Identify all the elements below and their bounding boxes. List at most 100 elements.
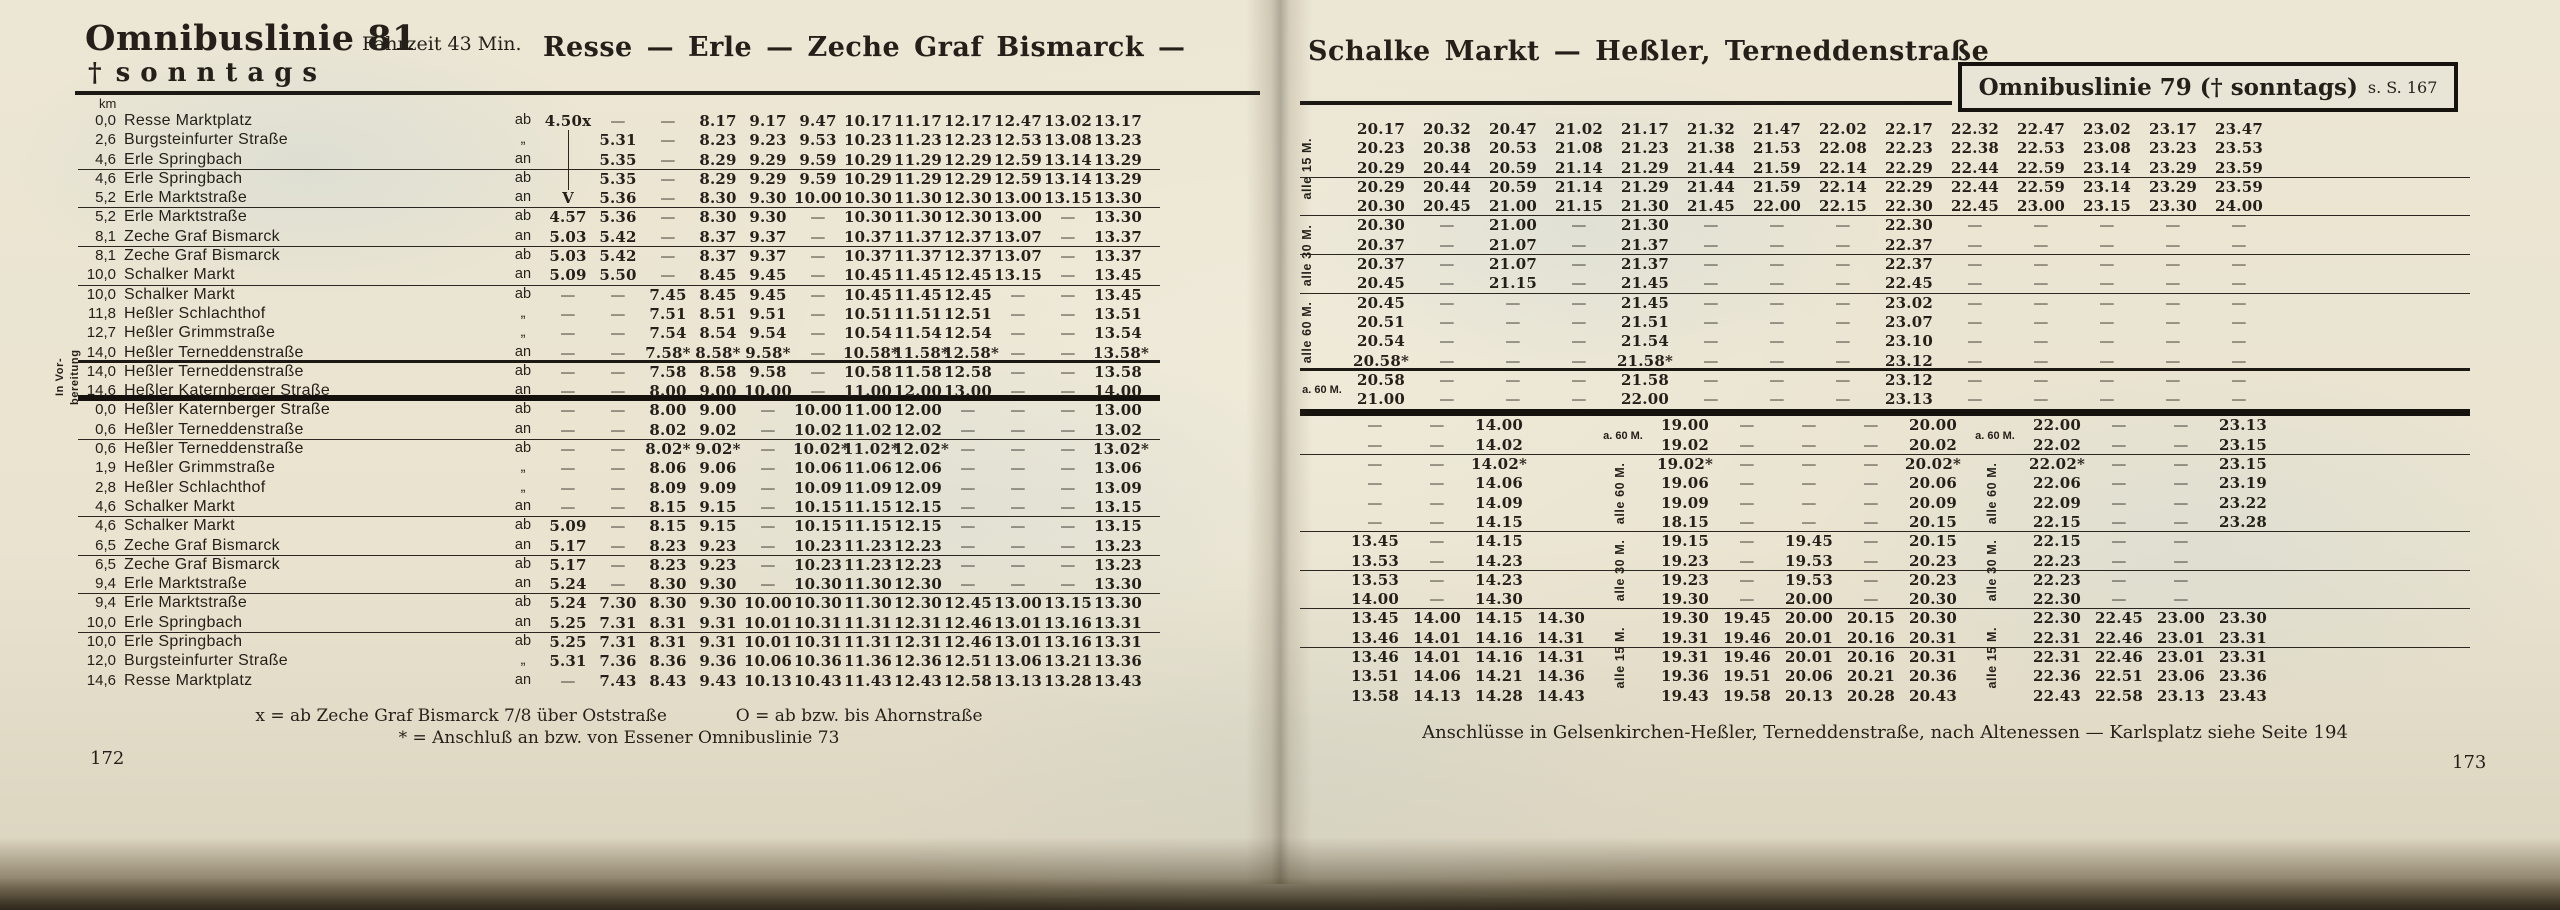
t-cell: — [1429,474,1445,493]
t-cell: — [1010,555,1026,574]
t-cell: — [1505,312,1521,331]
km-cell: 4,6 [95,497,116,515]
footnote-x: x = ab Zeche Graf Bismarck 7/8 über Osts… [255,706,667,726]
header-rule-right [1300,101,1952,105]
t-cell: 7.36 [599,652,637,671]
t-cell: 20.51 [1357,312,1405,331]
t-cell: 22.46 [2095,648,2143,667]
t-cell: 23.15 [2219,455,2267,474]
t-cell: 9.47 [799,112,837,130]
station-cell: Schalker Markt [124,285,235,303]
t-cell: — [2231,235,2247,254]
t-cell: 21.44 [1687,177,1735,196]
t-cell: 12.59 [994,169,1042,188]
t-cell: 21.00 [1489,197,1537,216]
frequency-label: alle 60 M. [1300,301,1314,364]
t-cell: — [760,555,776,574]
t-cell: 22.30 [1885,197,1933,216]
t-cell: 8.00 [649,401,687,420]
t-cell: 21.58* [1616,351,1673,370]
km-cell: 9,4 [95,594,116,612]
t-cell: 22.02* [2028,455,2085,474]
reference-box: Omnibuslinie 79 († sonntags) s. S. 167 [1958,62,2458,112]
t-cell: 9.59 [799,150,837,169]
aa-cell: „ [520,131,526,148]
t-cell: — [960,420,976,439]
t-cell: 21.37 [1621,235,1669,254]
t-cell: 4.57 [549,208,587,227]
station-cell: Erle Springbach [124,150,243,168]
t-cell: — [1439,312,1455,331]
t-cell: 20.00 [1909,416,1957,435]
footnote-line1: x = ab Zeche Graf Bismarck 7/8 über Osts… [78,706,1160,726]
t-cell: 12.02 [894,420,942,439]
t-cell: 20.21 [1847,667,1895,686]
t-cell: 14.00 [1351,590,1399,609]
km-cell: 2,8 [95,478,116,496]
t-cell: — [660,169,676,188]
t-cell: 5.24 [549,594,587,613]
timetable-left: 0,0 Resse Marktplatz ab 4.50x — —8.17 9.17 9.47… [78,112,1160,691]
t-cell: — [1801,416,1817,435]
t-cell: 13.01 [994,613,1042,632]
t-cell: — [1429,455,1445,474]
t-cell: — [2099,390,2115,409]
t-cell: 13.00 [944,382,992,401]
t-cell: — [1060,440,1076,459]
t-cell: 20.32 [1423,120,1471,138]
t-cell: 18.15 [1661,512,1709,531]
t-cell: 5.03 [549,227,587,246]
timetable-row: 13.53 — 14.23 19.23 — 19.53 — 20.23 22.23 — — [1300,552,2470,571]
t-cell: 20.36 [1909,667,1957,686]
t-cell: 19.36 [1661,667,1709,686]
t-cell: 13.15 [1044,594,1092,613]
t-cell: — [1835,293,1851,312]
t-cell: 21.45 [1621,274,1669,293]
t-cell: — [1863,551,1879,570]
t-cell: — [2231,332,2247,351]
km-cell: 11,8 [87,304,116,322]
t-cell: 22.14 [1819,158,1867,177]
t-cell: — [560,478,576,497]
t-cell: 13.14 [1044,169,1092,188]
station-cell: Heßler Terneddenstraße [124,362,304,380]
t-cell: — [2033,235,2049,254]
timetable-row: 14,6 Heßler Katernberger Straße an — — 8.00 9.… [78,382,1160,402]
t-cell: — [1439,390,1455,409]
t-cell: 20.00 [1785,609,1833,628]
t-cell: — [1967,274,1983,293]
t-cell: 23.14 [2083,158,2131,177]
t-cell: 9.58* [745,343,791,362]
t-cell: 13.51 [1094,304,1142,323]
t-cell: 9.54 [749,324,787,343]
reference-box-page: s. S. 167 [2367,77,2438,97]
t-cell: — [1429,590,1445,609]
t-cell: — [1739,474,1755,493]
t-cell: 19.02 [1661,435,1709,454]
km-cell: 14,0 [86,343,116,361]
t-cell: 13.00 [994,594,1042,613]
t-cell: 21.53 [1753,139,1801,158]
timetable-row: 20.37 — 21.07 — 21.37 — — — 22.37 — — — — — [1300,235,2470,256]
frequency-label: alle 60 M. [1985,462,1999,525]
timetable-row: 13.51 14.06 14.21 14.36 19.36 19.51 20.06 20.21… [1300,667,2470,686]
t-cell: 23.01 [2157,648,2205,667]
station-cell: Erle Marktstraße [124,575,248,593]
t-cell: — [2165,312,2181,331]
t-cell: 10.15 [794,517,842,536]
t-cell: — [1010,517,1026,536]
t-cell: 8.02 [649,420,687,439]
t-cell: 7.51 [649,304,687,323]
t-cell: 22.31 [2033,648,2081,667]
aa-cell: an [514,189,532,206]
t-cell: 13.45 [1351,609,1399,628]
t-cell: 21.58 [1621,370,1669,389]
t-cell: — [1967,312,1983,331]
km-cell: 0,0 [95,401,116,419]
t-cell: 8.37 [699,247,737,266]
t-cell: 7.54 [649,324,687,343]
km-cell: 14,6 [86,671,116,689]
t-cell: — [1010,459,1026,478]
station-cell: Heßler Katernberger Straße [124,401,331,419]
t-cell: 13.15 [1044,189,1092,208]
